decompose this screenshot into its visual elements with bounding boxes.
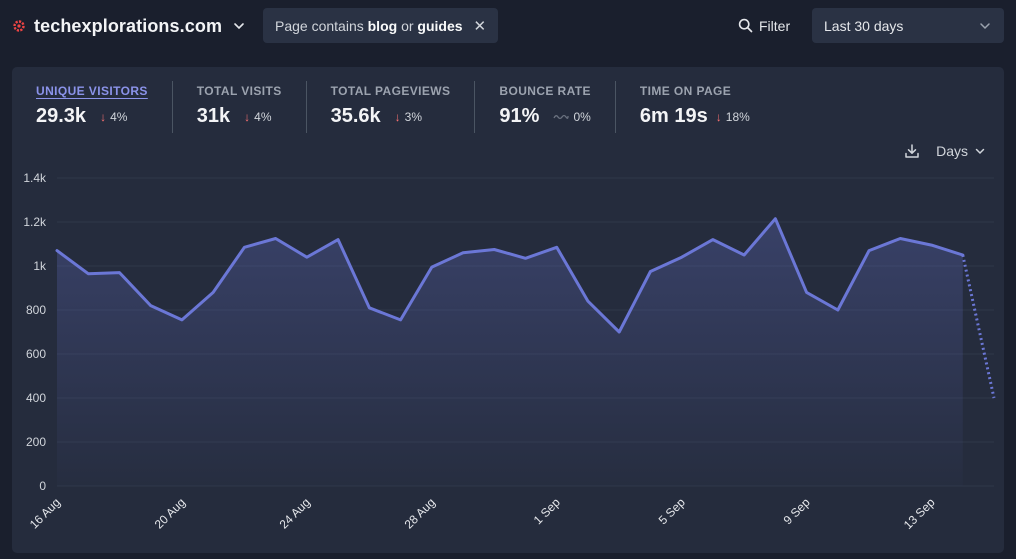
search-icon — [738, 18, 753, 33]
chevron-down-icon — [975, 148, 985, 155]
chevron-down-icon — [980, 22, 990, 29]
stat-change-value: 0% — [573, 109, 591, 124]
stat-change: ↓ 3% — [395, 110, 422, 124]
stat-change-value: 4% — [254, 109, 272, 124]
active-filter-pill[interactable]: Page contains blog or guides ✕ — [263, 8, 499, 43]
interval-select[interactable]: Days — [936, 143, 986, 159]
stat-change: ↓ 18% — [716, 110, 750, 124]
interval-label: Days — [936, 143, 968, 159]
site-name: techexplorations.com — [34, 15, 223, 36]
y-tick-label: 800 — [26, 303, 46, 317]
y-tick-label: 1k — [33, 259, 47, 273]
stat-label: UNIQUE VISITORS — [36, 84, 148, 98]
series-line — [55, 217, 965, 334]
stat-label: BOUNCE RATE — [499, 84, 591, 98]
stat-value: 91% — [499, 105, 540, 127]
y-tick-label: 200 — [26, 435, 46, 449]
date-range-select[interactable]: Last 30 days — [812, 8, 1004, 43]
stat-change-value: 3% — [404, 109, 423, 124]
y-tick-label: 400 — [26, 391, 46, 405]
logo-icon — [13, 20, 25, 32]
x-tick-label: 16 Aug — [27, 495, 63, 531]
x-tick-label: 20 Aug — [152, 495, 188, 531]
stat-bounce-rate[interactable]: BOUNCE RATE 91% 0% — [474, 81, 615, 133]
filter-prefix: Page contains — [275, 17, 364, 34]
filter-label: Filter — [759, 17, 791, 34]
chart-controls: Days — [904, 143, 986, 159]
x-tick-label: 28 Aug — [402, 495, 438, 531]
y-tick-label: 1.4k — [23, 171, 47, 185]
y-tick-label: 1.2k — [23, 215, 47, 229]
download-icon[interactable] — [904, 143, 920, 159]
site-switcher[interactable]: techexplorations.com — [12, 13, 246, 39]
filter-term-2: guides — [417, 17, 463, 34]
stat-value: 31k — [196, 105, 231, 127]
stat-value: 6m 19s — [639, 105, 708, 127]
stat-change-value: 4% — [110, 109, 128, 124]
arrow-down-icon: ↓ — [394, 109, 401, 124]
x-tick-label: 24 Aug — [277, 495, 313, 531]
x-tick-label: 13 Sep — [901, 495, 938, 532]
x-tick-label: 5 Sep — [656, 495, 688, 527]
y-tick-label: 0 — [39, 479, 46, 493]
series-line-incomplete — [961, 254, 996, 399]
flat-trend-icon — [553, 114, 570, 119]
filter-button[interactable]: Filter — [738, 12, 790, 39]
stat-label: TOTAL VISITS — [196, 84, 282, 98]
stat-label: TOTAL PAGEVIEWS — [330, 84, 451, 98]
chevron-down-icon — [234, 23, 244, 30]
stat-total-visits[interactable]: TOTAL VISITS 31k ↓ 4% — [171, 81, 306, 133]
stats-bar: UNIQUE VISITORS 29.3k ↓ 4% TOTAL VISITS 3… — [12, 81, 774, 137]
stat-time-on-page[interactable]: TIME ON PAGE 6m 19s ↓ 18% — [614, 81, 774, 133]
stat-change: ↓ 4% — [244, 110, 271, 124]
stat-change-value: 18% — [725, 109, 750, 124]
stat-label: TIME ON PAGE — [639, 84, 732, 98]
stat-change: ↓ 4% — [100, 110, 127, 124]
remove-filter-icon[interactable]: ✕ — [473, 17, 487, 35]
date-range-value: Last 30 days — [824, 17, 904, 34]
stat-value: 35.6k — [330, 105, 381, 127]
stat-total-pageviews[interactable]: TOTAL PAGEVIEWS 35.6k ↓ 3% — [305, 81, 475, 133]
arrow-down-icon: ↓ — [715, 109, 722, 124]
arrow-down-icon: ↓ — [244, 109, 251, 124]
stat-change: 0% — [553, 109, 591, 124]
x-tick-label: 9 Sep — [781, 495, 813, 527]
filter-term-1: blog — [367, 17, 398, 34]
arrow-down-icon: ↓ — [100, 109, 107, 124]
x-tick-label: 1 Sep — [531, 495, 563, 527]
series-area — [57, 218, 963, 486]
filter-joiner: or — [401, 17, 414, 34]
stat-unique-visitors[interactable]: UNIQUE VISITORS 29.3k ↓ 4% — [12, 81, 172, 133]
stat-value: 29.3k — [36, 105, 87, 127]
y-tick-label: 600 — [26, 347, 46, 361]
